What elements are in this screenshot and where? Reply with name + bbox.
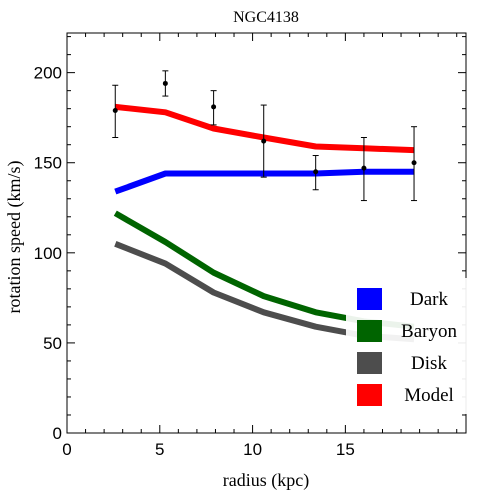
legend-swatch-baryon xyxy=(357,320,382,342)
data-point xyxy=(162,80,168,86)
chart-title: NGC4138 xyxy=(233,9,299,26)
legend-label-dark: Dark xyxy=(410,289,448,310)
y-tick-label: 200 xyxy=(34,64,62,83)
legend-label-baryon: Baryon xyxy=(401,321,457,342)
legend-swatch-model xyxy=(357,384,382,406)
legend-label-model: Model xyxy=(404,385,454,406)
data-point xyxy=(361,165,367,171)
y-tick-label: 150 xyxy=(34,154,62,173)
x-tick-label: 5 xyxy=(155,440,164,459)
data-point xyxy=(411,160,417,166)
data-point xyxy=(112,107,118,113)
legend-swatch-dark xyxy=(357,288,382,310)
plot-frame xyxy=(66,32,467,434)
legend: Dark Baryon Disk Model xyxy=(346,278,468,414)
data-point xyxy=(313,169,319,175)
x-axis-label: radius (kpc) xyxy=(223,470,309,491)
data-point xyxy=(211,104,217,110)
y-tick-label: 50 xyxy=(43,334,62,353)
data-point xyxy=(261,138,267,144)
legend-swatch-disk xyxy=(357,352,382,374)
y-tick-label: 0 xyxy=(53,424,62,443)
legend-label-disk: Disk xyxy=(411,353,447,374)
y-tick-label: 100 xyxy=(34,244,62,263)
x-tick-label: 0 xyxy=(62,440,71,459)
x-tick-label: 15 xyxy=(336,440,355,459)
x-tick-label: 10 xyxy=(243,440,262,459)
y-axis-label: rotation speed (km/s) xyxy=(4,161,25,314)
